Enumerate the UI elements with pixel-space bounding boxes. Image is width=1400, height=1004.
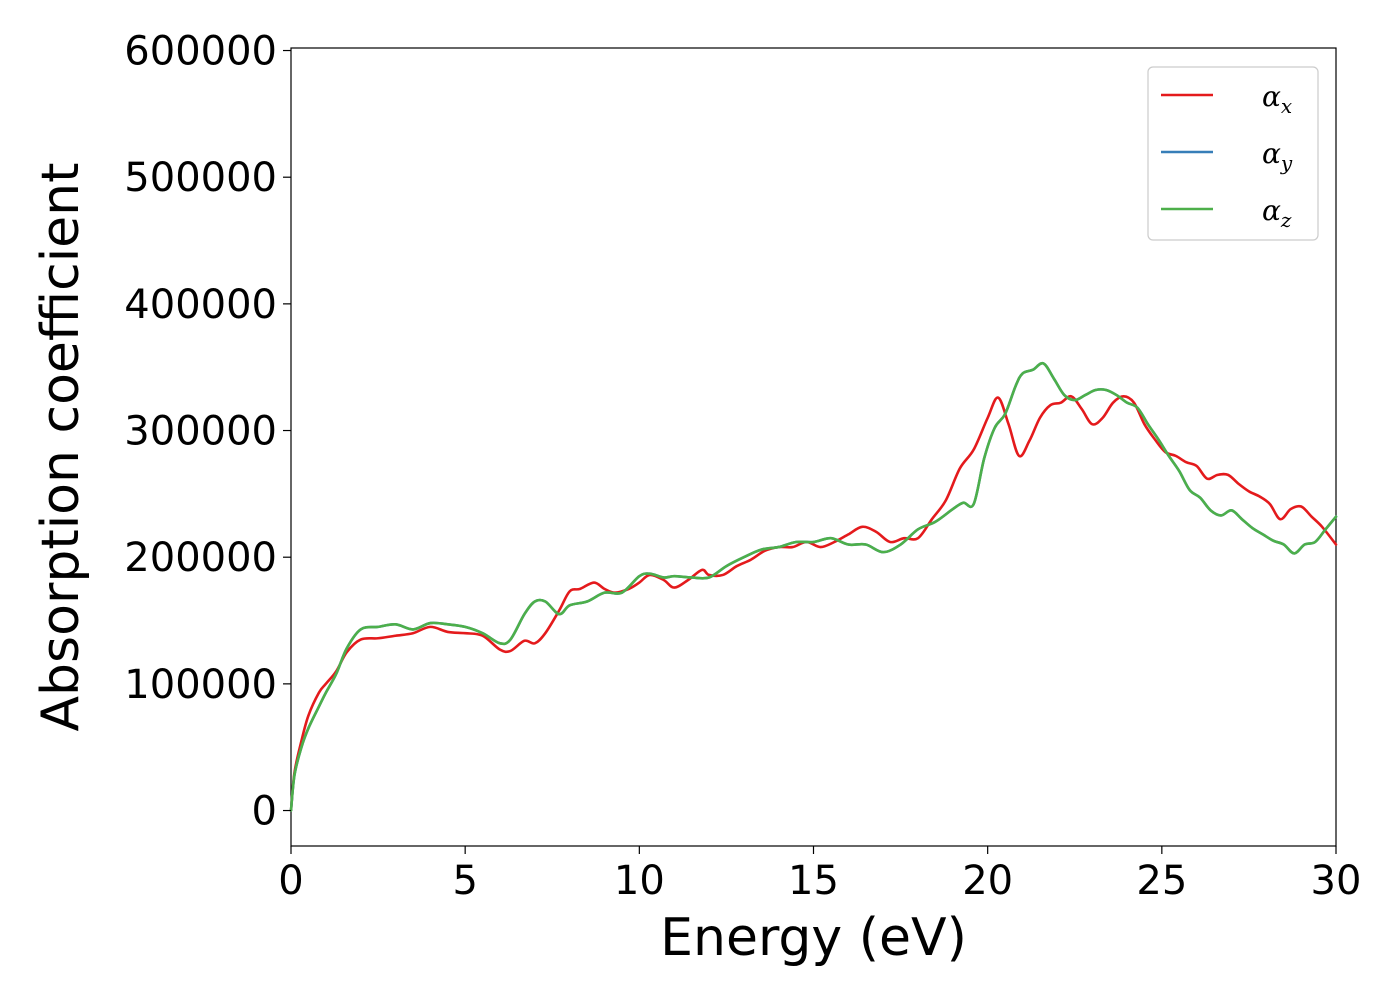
legend-box [1147, 66, 1319, 241]
y-tick-label: 100000 [124, 662, 277, 708]
y-tick-label: 200000 [124, 535, 277, 581]
legend-label-z: αz [1262, 194, 1292, 232]
y-axis-ticks: 0 100000 200000 300000 400000 500000 600000 [124, 29, 291, 835]
y-tick-label: 600000 [124, 29, 277, 75]
x-axis-title: Energy (eV) [660, 908, 967, 968]
x-tick-label: 5 [452, 858, 477, 904]
y-tick-label: 300000 [124, 409, 277, 455]
legend-label-y: αy [1262, 137, 1293, 175]
x-tick-label: 0 [278, 858, 303, 904]
y-tick-label: 400000 [124, 282, 277, 328]
series-line-z [289, 361, 1338, 812]
x-tick-label: 30 [1311, 858, 1362, 904]
x-axis-ticks: 0 5 10 15 20 25 30 [278, 846, 1361, 904]
series-group [289, 361, 1338, 812]
legend: αx αy αz [1147, 66, 1319, 241]
x-tick-label: 25 [1136, 858, 1187, 904]
series-line-x [289, 394, 1338, 812]
y-tick-label: 500000 [124, 155, 277, 201]
x-tick-label: 20 [962, 858, 1013, 904]
x-tick-label: 10 [614, 858, 665, 904]
legend-label-x: αx [1262, 80, 1292, 118]
y-axis-title: Absorption coefficient [31, 162, 91, 731]
x-tick-label: 15 [788, 858, 839, 904]
y-tick-label: 0 [252, 789, 277, 835]
plot-area: 0 5 10 15 20 25 30 0 100000 200000 300000 400000 50… [124, 29, 1361, 904]
